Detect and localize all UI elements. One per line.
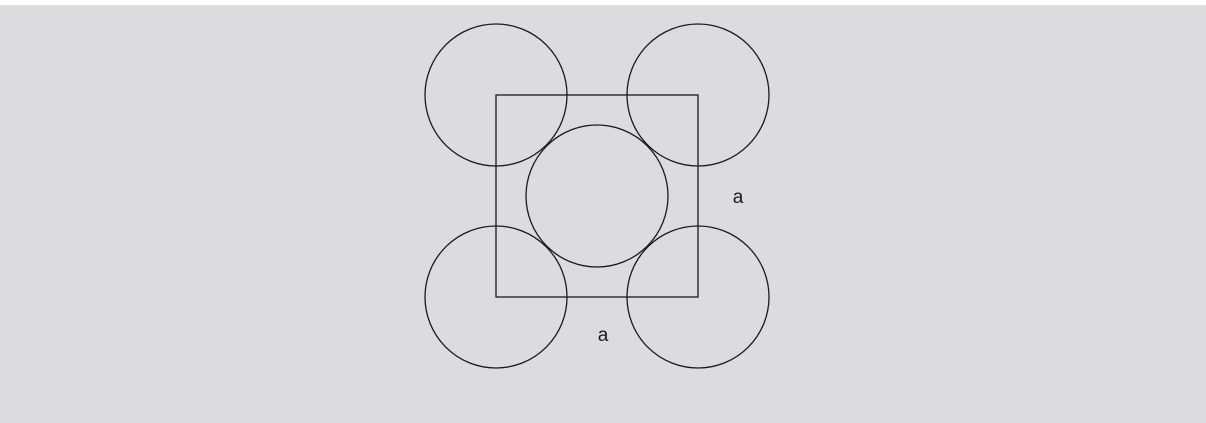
side-label-right: a [733,187,744,208]
center-atom [526,125,668,267]
side-label-bottom: a [598,325,609,346]
